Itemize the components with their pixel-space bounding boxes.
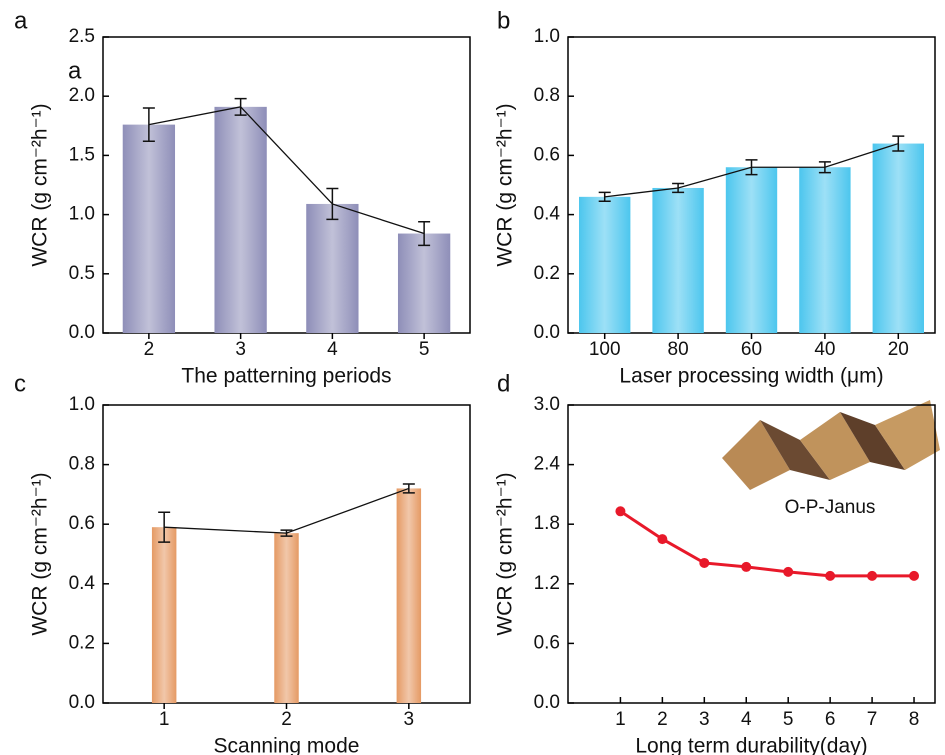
- y-tick-label: 0.8: [534, 85, 560, 106]
- panel-label: a: [14, 7, 28, 34]
- y-tick-label: 3.0: [534, 394, 560, 415]
- x-tick-label: 5: [783, 709, 794, 730]
- panel-label: b: [497, 7, 510, 34]
- bar: [306, 203, 359, 333]
- error-bar: [418, 220, 431, 247]
- x-tick-label: 2: [281, 709, 292, 730]
- error-bar: [158, 511, 171, 543]
- x-tick-label: 6: [825, 709, 836, 730]
- x-tick-label: 2: [657, 709, 668, 730]
- x-tick-label: 3: [235, 339, 246, 360]
- y-tick-label: 0.2: [69, 632, 95, 653]
- x-tick-label: 1: [159, 709, 170, 730]
- x-tick-label: 4: [741, 709, 752, 730]
- y-tick-label: 0.6: [534, 144, 560, 165]
- x-axis-label: Laser processing width (μm): [619, 365, 883, 388]
- y-tick-label: 1.0: [534, 26, 560, 47]
- data-point: [909, 570, 920, 581]
- y-tick-label: 1.8: [534, 513, 560, 534]
- annotation: a: [68, 57, 82, 84]
- x-tick-label: 80: [668, 339, 689, 360]
- x-tick-label: 100: [589, 339, 621, 360]
- error-bar: [745, 159, 758, 176]
- data-point: [741, 561, 752, 572]
- panel-label: d: [497, 370, 510, 397]
- trend-line: [164, 487, 410, 534]
- plot-frame: [567, 404, 936, 704]
- data-point: [657, 534, 668, 545]
- bar: [214, 106, 267, 333]
- error-bar: [402, 483, 415, 494]
- y-tick-label: 2.4: [534, 454, 561, 475]
- bar: [397, 233, 451, 333]
- bar: [396, 488, 422, 703]
- data-point: [615, 506, 626, 517]
- y-tick-label: 1.0: [69, 204, 95, 225]
- x-axis-label: Scanning mode: [214, 735, 360, 755]
- plot-frame: [102, 36, 471, 334]
- y-tick-label: 1.0: [69, 394, 95, 415]
- bar: [579, 196, 631, 333]
- y-tick-label: 0.6: [69, 513, 95, 534]
- x-tick-label: 3: [404, 709, 415, 730]
- y-axis-label: WCR (g cm⁻²h⁻¹): [494, 103, 517, 266]
- data-line: [619, 510, 915, 578]
- panel-label: c: [14, 370, 26, 397]
- y-tick-label: 0.4: [534, 204, 561, 225]
- x-tick-label: 1: [615, 709, 626, 730]
- bar: [725, 167, 778, 333]
- y-tick-label: 0.8: [69, 454, 95, 475]
- y-tick-label: 1.2: [534, 573, 560, 594]
- x-tick-label: 40: [814, 339, 835, 360]
- error-bar: [598, 191, 611, 203]
- y-tick-label: 0.6: [534, 632, 560, 653]
- error-bar: [234, 97, 247, 116]
- y-tick-label: 0.2: [534, 263, 560, 284]
- x-tick-label: 2: [144, 339, 155, 360]
- data-point: [699, 557, 710, 568]
- y-tick-label: 0.4: [69, 573, 96, 594]
- bar: [122, 124, 176, 333]
- y-tick-label: 2.5: [69, 26, 95, 47]
- inset-image: [722, 400, 940, 490]
- x-tick-label: 4: [327, 339, 338, 360]
- bar: [652, 187, 704, 333]
- x-tick-label: 60: [741, 339, 762, 360]
- y-axis-label: WCR (g cm⁻²h⁻¹): [29, 472, 52, 635]
- y-axis-label: WCR (g cm⁻²h⁻¹): [494, 472, 517, 635]
- bar: [872, 143, 924, 333]
- data-point: [825, 570, 836, 581]
- y-tick-label: 0.0: [534, 692, 560, 713]
- error-bar: [280, 529, 293, 537]
- x-axis-label: The patterning periods: [181, 365, 391, 388]
- error-bar: [892, 135, 905, 152]
- bar: [799, 167, 851, 333]
- y-tick-label: 0.0: [534, 322, 560, 343]
- error-bar: [672, 182, 685, 194]
- data-point: [783, 566, 794, 577]
- error-bar: [326, 187, 339, 221]
- error-bar: [142, 107, 155, 142]
- bar: [274, 533, 299, 703]
- bar: [151, 527, 177, 703]
- x-axis-label: Long term durability(day): [635, 735, 867, 755]
- y-tick-label: 0.5: [69, 263, 95, 284]
- y-tick-label: 0.0: [69, 322, 95, 343]
- y-tick-label: 1.5: [69, 144, 95, 165]
- trend-line: [148, 106, 425, 235]
- x-tick-label: 20: [888, 339, 909, 360]
- error-bar: [818, 161, 831, 174]
- y-axis-label: WCR (g cm⁻²h⁻¹): [29, 103, 52, 266]
- data-point: [867, 570, 878, 581]
- x-tick-label: 3: [699, 709, 710, 730]
- y-tick-label: 2.0: [69, 85, 95, 106]
- x-tick-label: 7: [867, 709, 878, 730]
- annotation: O-P-Janus: [785, 497, 876, 518]
- y-tick-label: 0.0: [69, 692, 95, 713]
- x-tick-label: 8: [909, 709, 920, 730]
- x-tick-label: 5: [419, 339, 430, 360]
